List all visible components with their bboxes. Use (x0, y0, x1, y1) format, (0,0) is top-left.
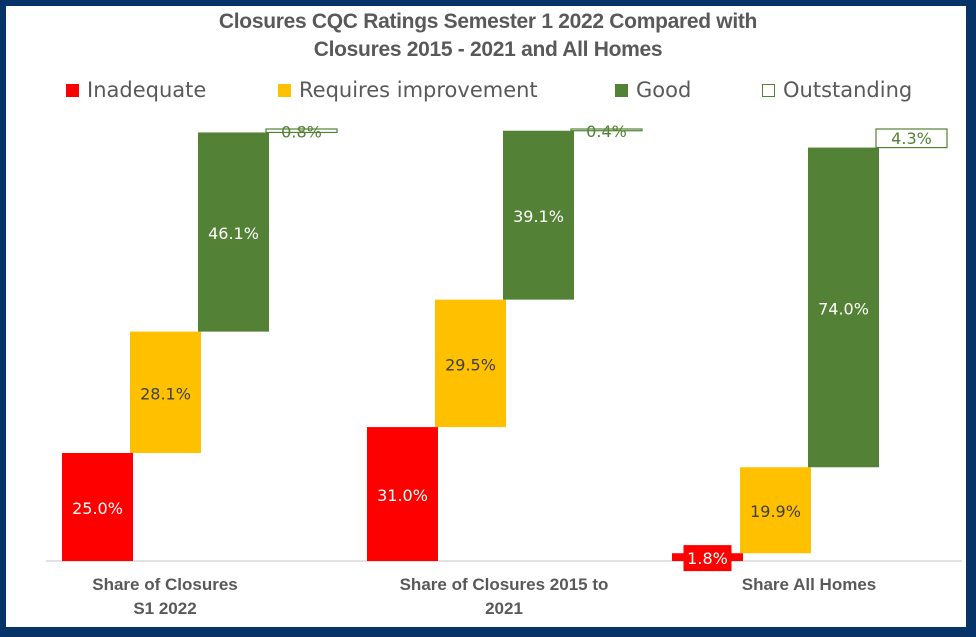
data-label-good-3: 74.0% (818, 299, 869, 318)
bar-outstanding-2 (570, 128, 643, 132)
bar-requires-improvement-2 (435, 299, 506, 428)
category-label-line: Share of Closures 2015 to (399, 575, 609, 594)
legend-item-inadequate: Inadequate (66, 78, 206, 102)
chart-title-line-2: Closures 2015 - 2021 and All Homes (313, 38, 663, 61)
data-label-outstanding-2: 0.4% (586, 122, 627, 141)
bar-good-1 (198, 132, 269, 332)
chart-title-line-1: Closures CQC Ratings Semester 1 2022 Com… (218, 10, 758, 33)
legend-item-outstanding: Outstanding (762, 78, 912, 102)
category-label-2: Share of Closures 2015 to 2021 (364, 573, 644, 621)
data-label-inadequate-3: 1.8% (687, 549, 728, 568)
category-label-line: Share All Homes (741, 575, 877, 594)
legend-swatch-outstanding (762, 83, 775, 97)
data-label-outstanding-3: 4.3% (891, 129, 932, 148)
category-label-line: 2021 (485, 599, 523, 618)
data-label-outstanding-1: 0.8% (281, 123, 322, 142)
category-label-line: Share of Closures (92, 575, 238, 594)
bar-outstanding-1 (265, 128, 338, 134)
data-label-requires-improvement-3: 19.9% (750, 502, 801, 521)
category-label-3: Share All Homes (669, 573, 949, 597)
legend-swatch-requires-improvement (278, 83, 291, 97)
bar-requires-improvement-1 (130, 331, 201, 453)
data-label-background (683, 545, 732, 572)
bar-outstanding-3 (875, 128, 948, 149)
category-label-line: S1 2022 (133, 599, 197, 618)
data-label-requires-improvement-1: 28.1% (140, 384, 191, 403)
legend-swatch-good (615, 83, 628, 97)
legend-label: Inadequate (87, 78, 207, 102)
data-label-good-1: 46.1% (208, 224, 259, 243)
legend-item-good: Good (615, 78, 691, 102)
bar-inadequate-2 (367, 427, 438, 561)
legend-swatch-inadequate (66, 83, 79, 97)
bar-good-3 (808, 147, 879, 468)
bar-requires-improvement-3 (740, 467, 811, 554)
data-label-good-2: 39.1% (513, 207, 564, 226)
bar-good-2 (503, 130, 574, 300)
category-label-1: Share of Closures S1 2022 (25, 573, 305, 621)
legend-item-requires-improvement: Requires improvement (278, 78, 538, 102)
bar-inadequate-1 (62, 453, 133, 561)
legend: Inadequate Requires improvement Good Out… (0, 78, 976, 108)
legend-label: Outstanding (783, 78, 913, 102)
data-label-requires-improvement-2: 29.5% (445, 355, 496, 374)
data-label-inadequate-2: 31.0% (377, 486, 428, 505)
legend-label: Requires improvement (299, 78, 538, 102)
legend-label: Good (636, 78, 692, 102)
data-label-inadequate-1: 25.0% (72, 499, 123, 518)
